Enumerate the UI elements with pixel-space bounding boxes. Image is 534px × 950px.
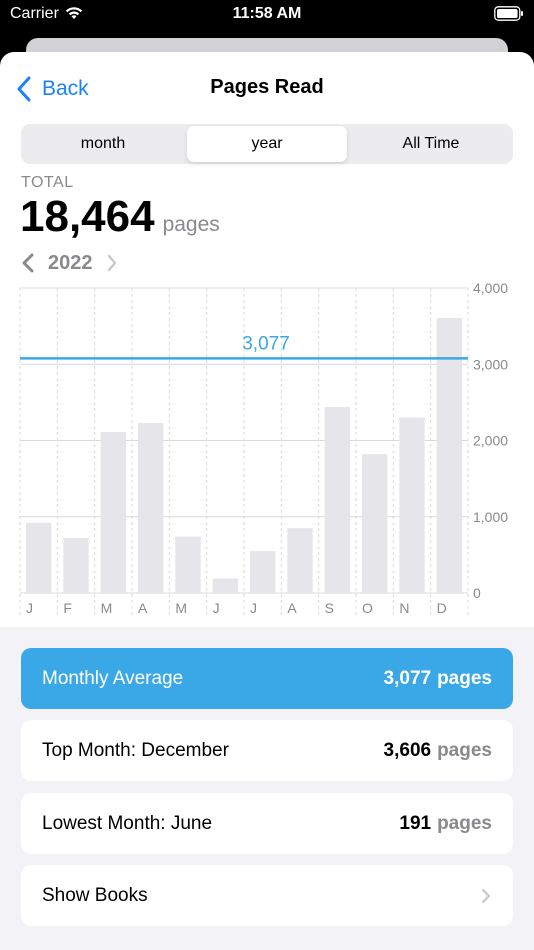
- lowest-month-row[interactable]: Lowest Month: June 191 pages: [21, 793, 513, 854]
- total-unit: pages: [162, 213, 220, 236]
- x-tick-label: J: [213, 600, 220, 616]
- bar-5: [175, 536, 201, 593]
- monthly-average-value: 3,077: [383, 667, 432, 689]
- segment-month[interactable]: month: [80, 135, 126, 152]
- chevron-left-icon: [17, 76, 31, 102]
- bar-2: [63, 538, 89, 593]
- segment-all-time[interactable]: All Time: [402, 135, 460, 152]
- y-tick-label: 2,000: [473, 433, 508, 449]
- monthly-average-label: Monthly Average: [42, 667, 184, 689]
- status-time: 11:58 AM: [232, 5, 302, 22]
- x-tick-label: N: [399, 600, 409, 616]
- top-month-label: Top Month: December: [42, 739, 229, 761]
- x-tick-label: A: [287, 600, 297, 616]
- page-title: Pages Read: [210, 76, 324, 98]
- bar-1: [26, 522, 52, 593]
- status-bar: Carrier 11:58 AM: [0, 0, 534, 30]
- x-tick-label: D: [437, 600, 447, 616]
- top-month-unit: pages: [437, 739, 492, 761]
- monthly-average-row[interactable]: Monthly Average 3,077 pages: [21, 648, 513, 709]
- x-tick-label: A: [138, 600, 148, 616]
- lowest-month-label: Lowest Month: June: [42, 812, 213, 834]
- bar-8: [287, 528, 313, 593]
- total-label: TOTAL: [21, 174, 74, 191]
- x-tick-label: J: [250, 600, 257, 616]
- bar-7: [250, 551, 276, 593]
- x-tick-label: M: [175, 600, 187, 616]
- chevron-right-icon[interactable]: [105, 253, 119, 273]
- lowest-month-unit: pages: [437, 812, 492, 834]
- monthly-average-unit: pages: [437, 667, 492, 689]
- year-label: 2022: [48, 251, 93, 274]
- carrier-label: Carrier: [10, 5, 59, 22]
- top-month-value: 3,606: [383, 739, 432, 761]
- year-selector: 2022: [20, 250, 119, 276]
- bar-10: [362, 454, 388, 593]
- bar-3: [100, 432, 126, 593]
- period-segmented-control: month year All Time: [21, 124, 513, 164]
- x-tick-label: F: [63, 600, 72, 616]
- back-label: Back: [42, 77, 89, 100]
- y-tick-label: 0: [473, 585, 481, 601]
- top-month-row[interactable]: Top Month: December 3,606 pages: [21, 720, 513, 781]
- x-tick-label: J: [26, 600, 33, 616]
- bar-6: [212, 578, 238, 593]
- total-value: 18,464: [20, 192, 155, 241]
- pages-bar-chart: 4,000 3,000 2,000 1,000 0 J F M A M J J A S O N D 3,077: [19, 280, 508, 617]
- show-books-row[interactable]: Show Books: [21, 865, 513, 926]
- lowest-month-value: 191: [399, 812, 432, 834]
- y-tick-label: 3,000: [473, 356, 508, 372]
- chevron-right-icon: [481, 888, 491, 903]
- bar-12: [436, 318, 462, 593]
- chevron-left-icon[interactable]: [20, 252, 36, 274]
- back-button[interactable]: Back: [16, 74, 89, 104]
- wifi-icon: [65, 7, 83, 19]
- segment-year[interactable]: year: [187, 126, 347, 162]
- average-line-label: 3,077: [242, 333, 290, 354]
- bar-11: [399, 417, 425, 593]
- pages-read-sheet: Back Pages Read month year All Time TOTA…: [0, 52, 534, 950]
- show-books-label: Show Books: [42, 884, 148, 906]
- x-tick-label: O: [362, 600, 373, 616]
- x-tick-label: S: [325, 600, 334, 616]
- stats-list: Monthly Average 3,077 pages Top Month: D…: [0, 627, 534, 950]
- x-tick-label: M: [101, 600, 113, 616]
- y-tick-label: 4,000: [473, 280, 508, 296]
- y-tick-label: 1,000: [473, 509, 508, 525]
- battery-icon: [494, 6, 523, 21]
- bar-4: [138, 422, 164, 593]
- total-summary: 18,464 pages: [20, 192, 220, 242]
- bar-9: [324, 406, 350, 593]
